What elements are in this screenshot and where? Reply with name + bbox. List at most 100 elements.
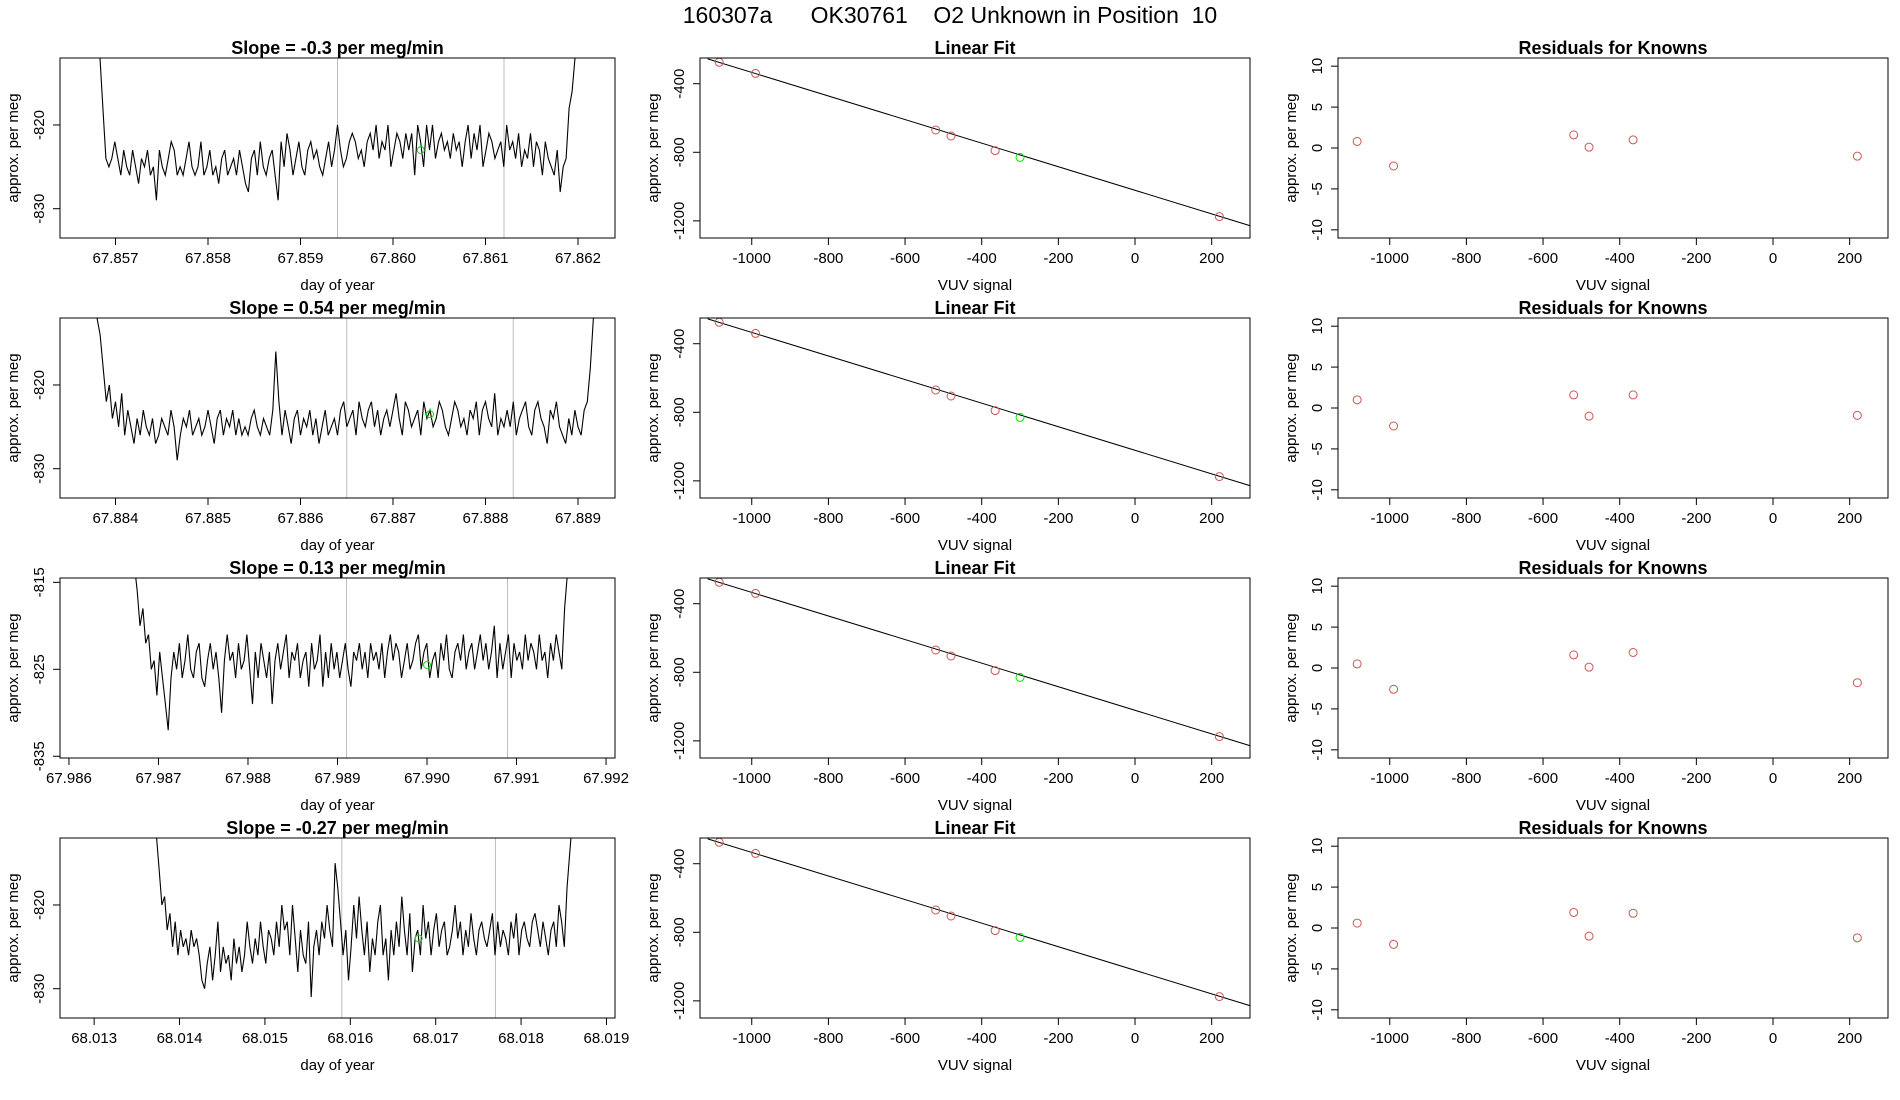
x-tick-label: 68.019 — [584, 1030, 630, 1047]
x-tick-label: -800 — [813, 250, 843, 267]
residual-point — [1628, 647, 1638, 657]
unknown-marker — [423, 660, 432, 669]
x-axis-label: day of year — [300, 537, 374, 554]
chart-title: Residuals for Knowns — [1518, 558, 1707, 578]
y-axis-label: approx. per meg — [1283, 613, 1300, 722]
plot-area — [1352, 647, 1862, 694]
y-tick-label: -1200 — [671, 462, 688, 500]
known-point — [990, 146, 1000, 156]
x-tick-label: -200 — [1681, 770, 1711, 787]
y-tick-label: -1200 — [671, 202, 688, 240]
y-tick-label: -820 — [31, 370, 48, 400]
x-tick-label: -600 — [1528, 250, 1558, 267]
chart-title: Slope = 0.54 per meg/min — [229, 298, 446, 318]
x-tick-label: -200 — [1043, 1030, 1073, 1047]
residual-point — [1389, 939, 1399, 949]
residual-point — [1584, 142, 1594, 152]
x-axis-label: VUV signal — [938, 537, 1012, 554]
x-tick-label: -1000 — [733, 770, 771, 787]
x-axis-label: day of year — [300, 277, 374, 294]
known-point — [931, 645, 941, 655]
plot-frame — [1337, 577, 1889, 759]
x-tick-label: -1000 — [733, 250, 771, 267]
plot-area — [135, 578, 568, 758]
residual-point — [1352, 659, 1362, 669]
residual-point — [1569, 907, 1579, 917]
y-tick-label: 0 — [1309, 924, 1326, 932]
chart-title: Linear Fit — [934, 298, 1015, 318]
x-tick-label: -1000 — [1371, 1030, 1409, 1047]
y-tick-label: -800 — [671, 917, 688, 947]
chart-panel-2: Slope = 0.54 per meg/min day of year appro… — [5, 298, 616, 554]
plot-frame — [59, 317, 616, 499]
x-tick-label: 67.987 — [136, 770, 182, 787]
known-point — [751, 848, 761, 858]
y-tick-label: -5 — [1309, 442, 1326, 455]
x-tick-label: 67.861 — [463, 250, 509, 267]
x-tick-label: 68.014 — [157, 1030, 203, 1047]
y-tick-label: -800 — [671, 137, 688, 167]
x-tick-label: -1000 — [1371, 510, 1409, 527]
y-axis-label: approx. per meg — [1283, 873, 1300, 982]
x-tick-label: 68.018 — [498, 1030, 544, 1047]
chart-title: Residuals for Knowns — [1518, 818, 1707, 838]
x-axis-label: VUV signal — [938, 1057, 1012, 1074]
time-series-line — [99, 58, 576, 201]
known-point — [751, 68, 761, 78]
x-tick-label: 67.989 — [315, 770, 361, 787]
y-axis-label: approx. per meg — [645, 873, 662, 982]
residual-point — [1389, 684, 1399, 694]
chart-panel-10: Residuals for Knowns VUV signal approx. pe… — [1283, 298, 1889, 554]
x-tick-label: 0 — [1769, 250, 1777, 267]
y-tick-label: -830 — [31, 974, 48, 1004]
x-axis-label: VUV signal — [1576, 1057, 1650, 1074]
x-tick-label: 200 — [1199, 770, 1224, 787]
x-tick-label: 200 — [1199, 250, 1224, 267]
x-tick-label: -400 — [967, 510, 997, 527]
x-tick-label: -1000 — [1371, 770, 1409, 787]
chart-panel-11: Residuals for Knowns VUV signal approx. pe… — [1283, 558, 1889, 814]
residual-point — [1569, 130, 1579, 140]
chart-panel-7: Linear Fit VUV signal approx. per meg -1000… — [645, 558, 1251, 814]
x-tick-label: 200 — [1199, 1030, 1224, 1047]
known-point — [1214, 992, 1224, 1002]
y-tick-label: 0 — [1309, 404, 1326, 412]
plot-frame — [699, 577, 1251, 759]
x-tick-label: -400 — [967, 250, 997, 267]
x-tick-label: -600 — [890, 1030, 920, 1047]
chart-title: Linear Fit — [934, 818, 1015, 838]
x-tick-label: -400 — [1605, 1030, 1635, 1047]
x-tick-label: -1000 — [733, 510, 771, 527]
x-tick-label: 0 — [1131, 1030, 1139, 1047]
plot-area — [707, 58, 1250, 227]
residual-point — [1628, 908, 1638, 918]
residual-point — [1852, 933, 1862, 943]
x-tick-label: 67.986 — [46, 770, 92, 787]
chart-panel-3: Slope = 0.13 per meg/min day of year appro… — [5, 558, 629, 814]
x-tick-label: 68.013 — [71, 1030, 117, 1047]
chart-title: Slope = 0.13 per meg/min — [229, 558, 446, 578]
residual-point — [1584, 662, 1594, 672]
y-axis-label: approx. per meg — [645, 93, 662, 202]
x-axis-label: day of year — [300, 797, 374, 814]
y-axis-label: approx. per meg — [1283, 353, 1300, 462]
chart-panel-9: Residuals for Knowns VUV signal approx. pe… — [1283, 38, 1889, 294]
fit-line — [707, 838, 1250, 1007]
residual-point — [1569, 390, 1579, 400]
y-tick-label: 5 — [1309, 363, 1326, 371]
y-tick-label: -10 — [1309, 739, 1326, 761]
plot-frame — [1337, 837, 1889, 1019]
y-tick-label: 0 — [1309, 664, 1326, 672]
unknown-point — [1015, 412, 1025, 422]
x-tick-label: 67.884 — [93, 510, 139, 527]
fit-line — [707, 578, 1250, 747]
y-tick-label: 5 — [1309, 103, 1326, 111]
y-tick-label: 0 — [1309, 144, 1326, 152]
x-axis-label: VUV signal — [938, 277, 1012, 294]
y-tick-label: -400 — [671, 589, 688, 619]
x-axis-label: VUV signal — [938, 797, 1012, 814]
x-tick-label: 67.862 — [555, 250, 601, 267]
x-tick-label: 0 — [1769, 1030, 1777, 1047]
plot-area — [99, 58, 576, 238]
